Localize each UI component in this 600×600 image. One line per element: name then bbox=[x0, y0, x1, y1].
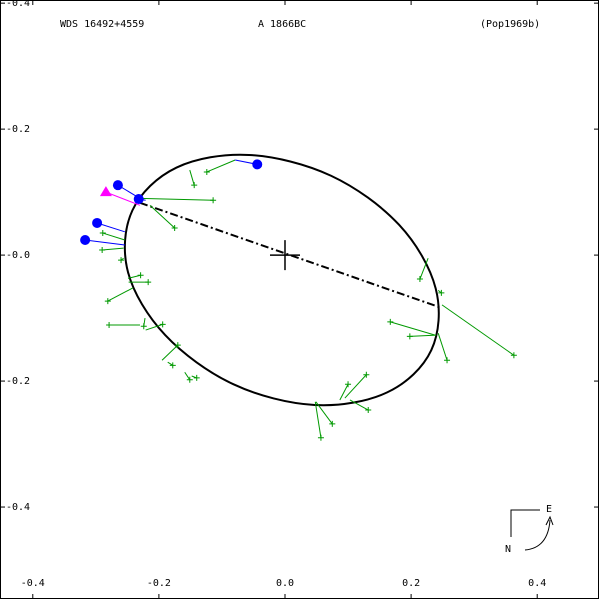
observation bbox=[365, 407, 372, 414]
observation bbox=[444, 357, 451, 364]
x-tick-label: 0.4 bbox=[528, 578, 546, 589]
observation bbox=[203, 168, 210, 175]
residual-line bbox=[206, 159, 236, 173]
residual-line bbox=[419, 258, 429, 280]
observation bbox=[363, 371, 370, 378]
observation bbox=[406, 333, 413, 340]
residual-line bbox=[339, 383, 349, 401]
x-tick-label: -0.4 bbox=[21, 578, 45, 589]
compass: E N bbox=[505, 504, 554, 555]
observation bbox=[387, 318, 394, 325]
observation bbox=[99, 247, 106, 254]
observation bbox=[174, 342, 181, 349]
residual-line bbox=[189, 169, 195, 186]
observation bbox=[193, 374, 200, 381]
observation bbox=[169, 362, 176, 369]
orbit bbox=[123, 153, 440, 407]
observation bbox=[186, 376, 193, 383]
y-tick-label: -0.0 bbox=[6, 250, 30, 261]
compass-arrowhead bbox=[545, 515, 554, 526]
residual-line bbox=[409, 334, 437, 337]
chart-title: WDS 16492+4559 bbox=[60, 19, 144, 30]
primary-star bbox=[269, 240, 300, 271]
x-tick-label: 0.2 bbox=[402, 578, 420, 589]
observation bbox=[317, 434, 324, 441]
observation bbox=[171, 225, 178, 232]
residual-line bbox=[437, 333, 448, 361]
residual-line bbox=[390, 321, 436, 336]
observation bbox=[92, 217, 103, 228]
residual-line bbox=[344, 374, 367, 399]
observation bbox=[99, 186, 112, 197]
observation bbox=[416, 276, 423, 283]
observation bbox=[140, 323, 147, 330]
observation bbox=[137, 272, 144, 279]
x-tick-label: -0.2 bbox=[147, 578, 171, 589]
line-of-nodes bbox=[139, 201, 443, 309]
observation bbox=[210, 197, 217, 204]
y-tick-label: -0.4 bbox=[6, 0, 30, 9]
residual-line bbox=[145, 323, 163, 331]
residual-line bbox=[314, 401, 322, 438]
residual-line bbox=[139, 197, 214, 201]
compass-east: E bbox=[546, 504, 552, 515]
residual-line bbox=[441, 304, 515, 356]
residual-line bbox=[167, 361, 174, 366]
observation bbox=[118, 257, 125, 264]
reference: (Pop1969b) bbox=[480, 19, 540, 30]
observation bbox=[106, 322, 113, 329]
residual-line bbox=[184, 371, 191, 381]
compass-arrow bbox=[524, 519, 551, 551]
residual-line bbox=[315, 401, 333, 425]
y-tick-label: -0.4 bbox=[6, 502, 30, 513]
residual-line bbox=[127, 274, 141, 279]
observation bbox=[145, 279, 152, 286]
observation bbox=[99, 230, 106, 237]
y-tick-label: -0.2 bbox=[6, 376, 30, 387]
residual-line bbox=[102, 247, 124, 251]
chart-subtitle: A 1866BC bbox=[258, 19, 306, 30]
observation bbox=[191, 182, 198, 189]
x-tick-label: 0.0 bbox=[276, 578, 294, 589]
residual-line bbox=[107, 287, 134, 302]
residual-line bbox=[349, 399, 369, 411]
compass-north: N bbox=[505, 544, 511, 555]
residual-line bbox=[161, 344, 179, 361]
observation bbox=[104, 298, 111, 305]
observation bbox=[438, 289, 445, 296]
observation bbox=[133, 194, 144, 205]
observation bbox=[159, 321, 166, 328]
observation bbox=[345, 381, 352, 388]
y-tick-label: -0.2 bbox=[6, 124, 30, 135]
observation bbox=[252, 159, 263, 170]
observation bbox=[329, 420, 336, 427]
compass-axes bbox=[510, 509, 540, 537]
residual-line bbox=[85, 239, 125, 246]
observation bbox=[80, 234, 91, 245]
residual-line bbox=[105, 191, 141, 206]
observation bbox=[510, 352, 517, 359]
residual-line bbox=[102, 232, 125, 241]
observation bbox=[112, 180, 123, 191]
residual-line bbox=[149, 204, 175, 229]
